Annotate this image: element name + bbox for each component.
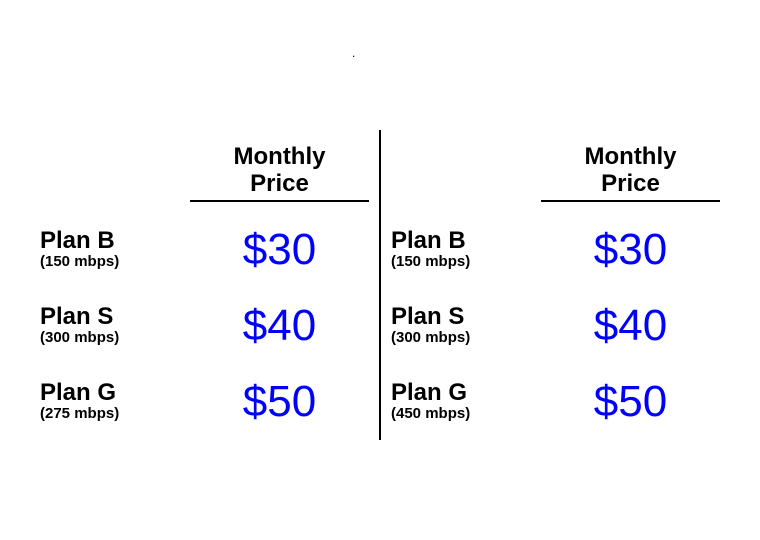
panels-container: MonthlyPrice Plan B (150 mbps) $30 Plan … [40,130,720,440]
plan-name: Plan B [40,229,115,253]
plan-name: Plan B [391,229,466,253]
left-header-rule: MonthlyPrice [190,143,369,202]
plan-name: Plan S [391,305,464,329]
plan-price-cell: $30 [541,228,720,272]
plan-label: Plan G (275 mbps) [40,381,190,423]
plan-price-cell: $50 [190,380,369,424]
page: . MonthlyPrice Plan B (150 mbps) $30 [0,0,760,540]
right-header-rule: MonthlyPrice [541,143,720,202]
right-header-row: MonthlyPrice [391,130,720,202]
plan-speed: (450 mbps) [391,405,470,423]
plan-speed: (275 mbps) [40,405,119,423]
plan-price-cell: $30 [190,228,369,272]
center-divider [379,130,381,440]
left-header-text: MonthlyPrice [234,143,326,204]
plan-price: $50 [243,377,316,426]
left-header-row: MonthlyPrice [40,130,369,202]
right-header-text: MonthlyPrice [585,143,677,204]
table-row: Plan B (150 mbps) $30 [391,212,720,288]
right-header-cell: MonthlyPrice [541,143,720,202]
plan-label: Plan S (300 mbps) [391,305,541,347]
plan-label: Plan B (150 mbps) [391,229,541,271]
right-panel: MonthlyPrice Plan B (150 mbps) $30 Plan … [391,130,720,440]
plan-price: $50 [594,377,667,426]
plan-name: Plan G [40,381,116,405]
table-row: Plan G (275 mbps) $50 [40,364,369,440]
left-header-cell: MonthlyPrice [190,143,369,202]
plan-label: Plan G (450 mbps) [391,381,541,423]
left-panel: MonthlyPrice Plan B (150 mbps) $30 Plan … [40,130,369,440]
plan-price-cell: $50 [541,380,720,424]
plan-name: Plan S [40,305,113,329]
plan-price: $30 [594,225,667,274]
plan-price: $40 [243,301,316,350]
plan-speed: (300 mbps) [391,329,470,347]
plan-speed: (300 mbps) [40,329,119,347]
plan-speed: (150 mbps) [391,253,470,271]
plan-label: Plan S (300 mbps) [40,305,190,347]
plan-price: $30 [243,225,316,274]
plan-price-cell: $40 [541,304,720,348]
table-row: Plan S (300 mbps) $40 [40,288,369,364]
table-row: Plan B (150 mbps) $30 [40,212,369,288]
plan-price: $40 [594,301,667,350]
plan-name: Plan G [391,381,467,405]
plan-speed: (150 mbps) [40,253,119,271]
plan-label: Plan B (150 mbps) [40,229,190,271]
table-row: Plan G (450 mbps) $50 [391,364,720,440]
table-row: Plan S (300 mbps) $40 [391,288,720,364]
stray-dot: . [352,46,355,60]
plan-price-cell: $40 [190,304,369,348]
